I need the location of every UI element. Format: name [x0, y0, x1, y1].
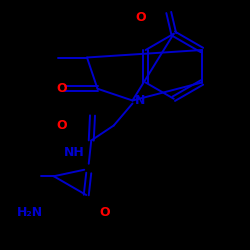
Text: NH: NH — [64, 146, 85, 159]
Text: O: O — [57, 119, 67, 132]
Text: O: O — [100, 206, 110, 220]
Text: O: O — [57, 82, 67, 95]
Text: H₂N: H₂N — [17, 206, 43, 220]
Text: O: O — [136, 11, 146, 24]
Text: N: N — [135, 94, 145, 107]
